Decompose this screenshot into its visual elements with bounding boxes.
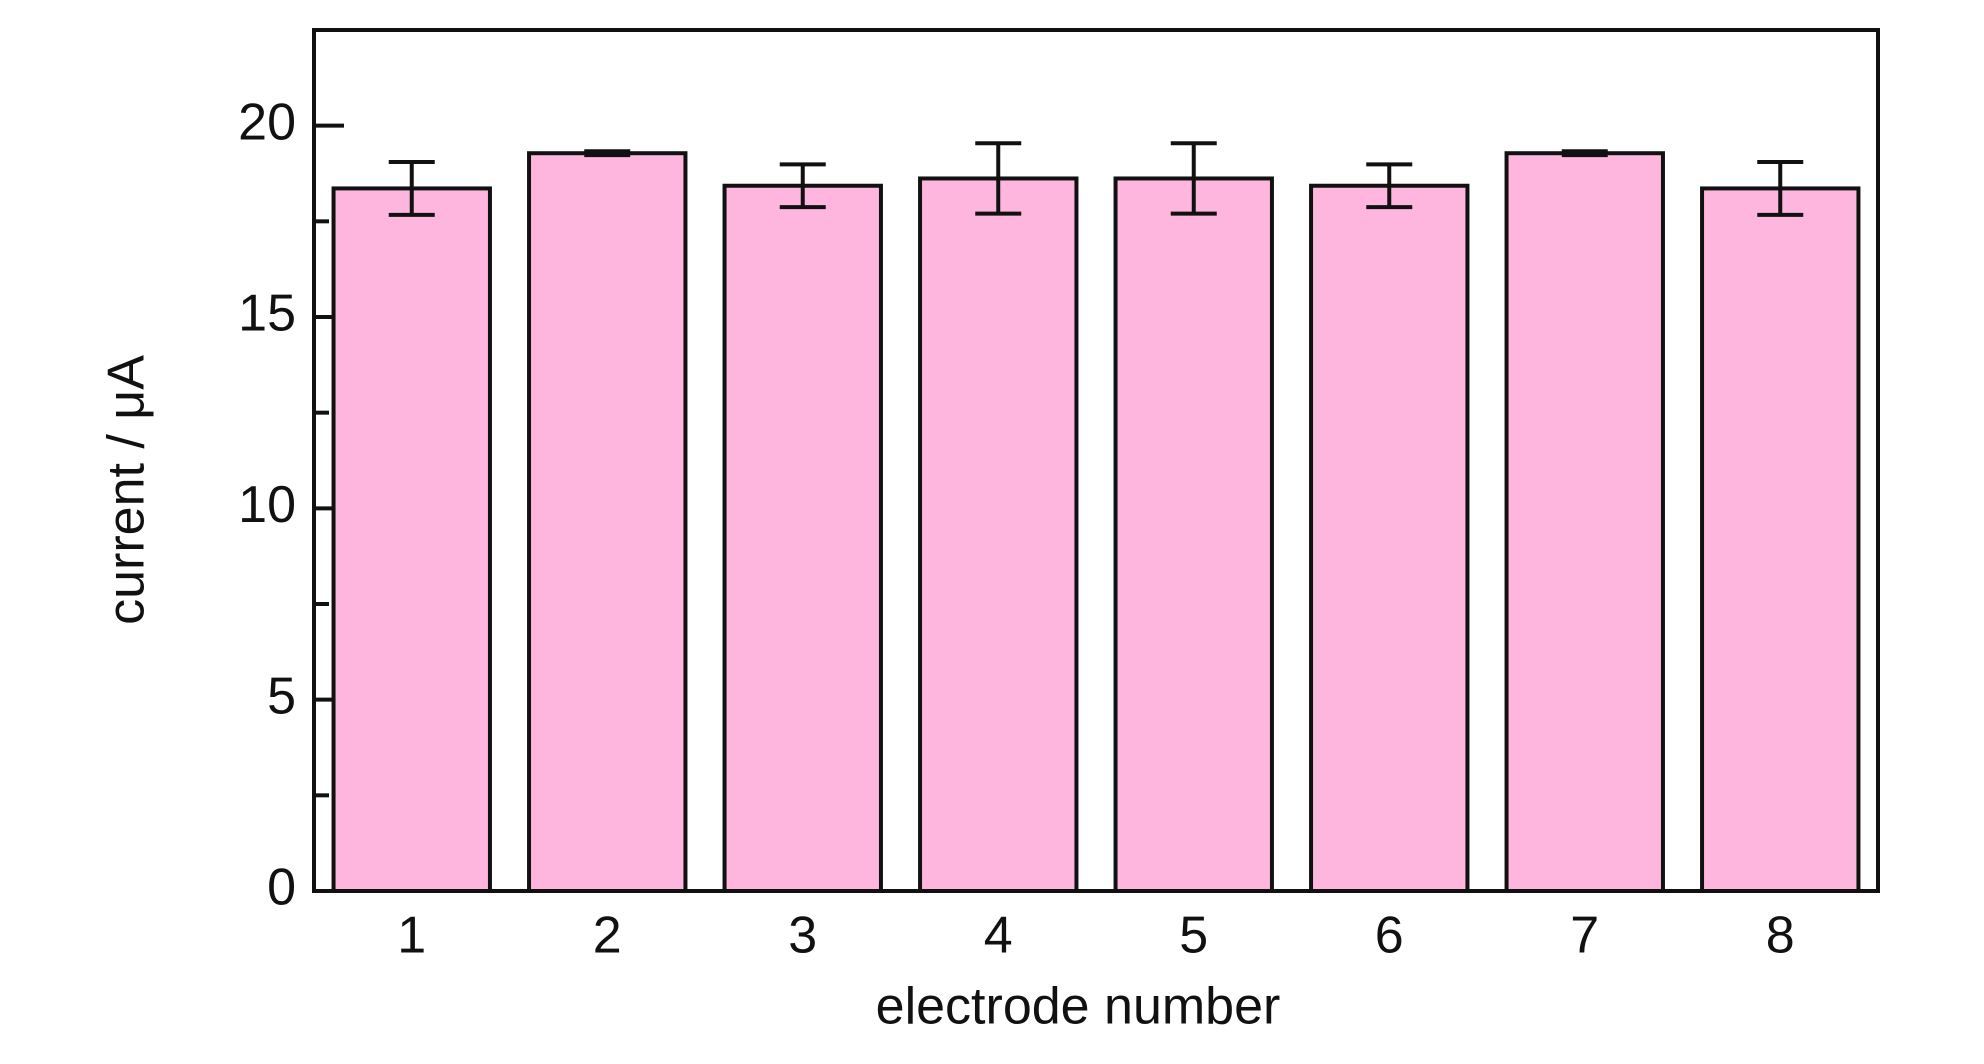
error-bar (779, 162, 826, 210)
error-bar (1366, 162, 1413, 210)
y-tick-label: 20 (238, 93, 296, 151)
error-bar (388, 160, 435, 217)
y-tick-label: 15 (238, 285, 296, 343)
y-axis-title: current / μA (98, 355, 156, 625)
y-tick-label: 10 (238, 476, 296, 534)
error-bar (1170, 141, 1217, 216)
x-axis-title: electrode number (876, 978, 1281, 1036)
x-tick-label: 7 (1570, 907, 1599, 965)
bar (918, 176, 1079, 893)
bar (1700, 186, 1861, 893)
bar (331, 186, 492, 893)
x-tick-label: 3 (788, 907, 817, 965)
bar (722, 183, 883, 893)
y-tick-label: 5 (267, 667, 296, 725)
bar (1504, 151, 1665, 893)
bar (1113, 176, 1274, 893)
x-tick-label: 4 (984, 907, 1013, 965)
x-tick-label: 8 (1766, 907, 1795, 965)
error-bar (584, 149, 631, 158)
y-tick-label: 0 (267, 859, 296, 917)
bar (1309, 183, 1470, 893)
error-bar (1757, 160, 1804, 217)
error-bar (975, 141, 1022, 216)
error-bar (1561, 149, 1608, 158)
x-tick-label: 5 (1179, 907, 1208, 965)
x-tick-label: 1 (397, 907, 426, 965)
bar (527, 151, 688, 893)
x-tick-label: 6 (1375, 907, 1404, 965)
x-tick-label: 2 (593, 907, 622, 965)
plot-frame (312, 28, 1880, 893)
